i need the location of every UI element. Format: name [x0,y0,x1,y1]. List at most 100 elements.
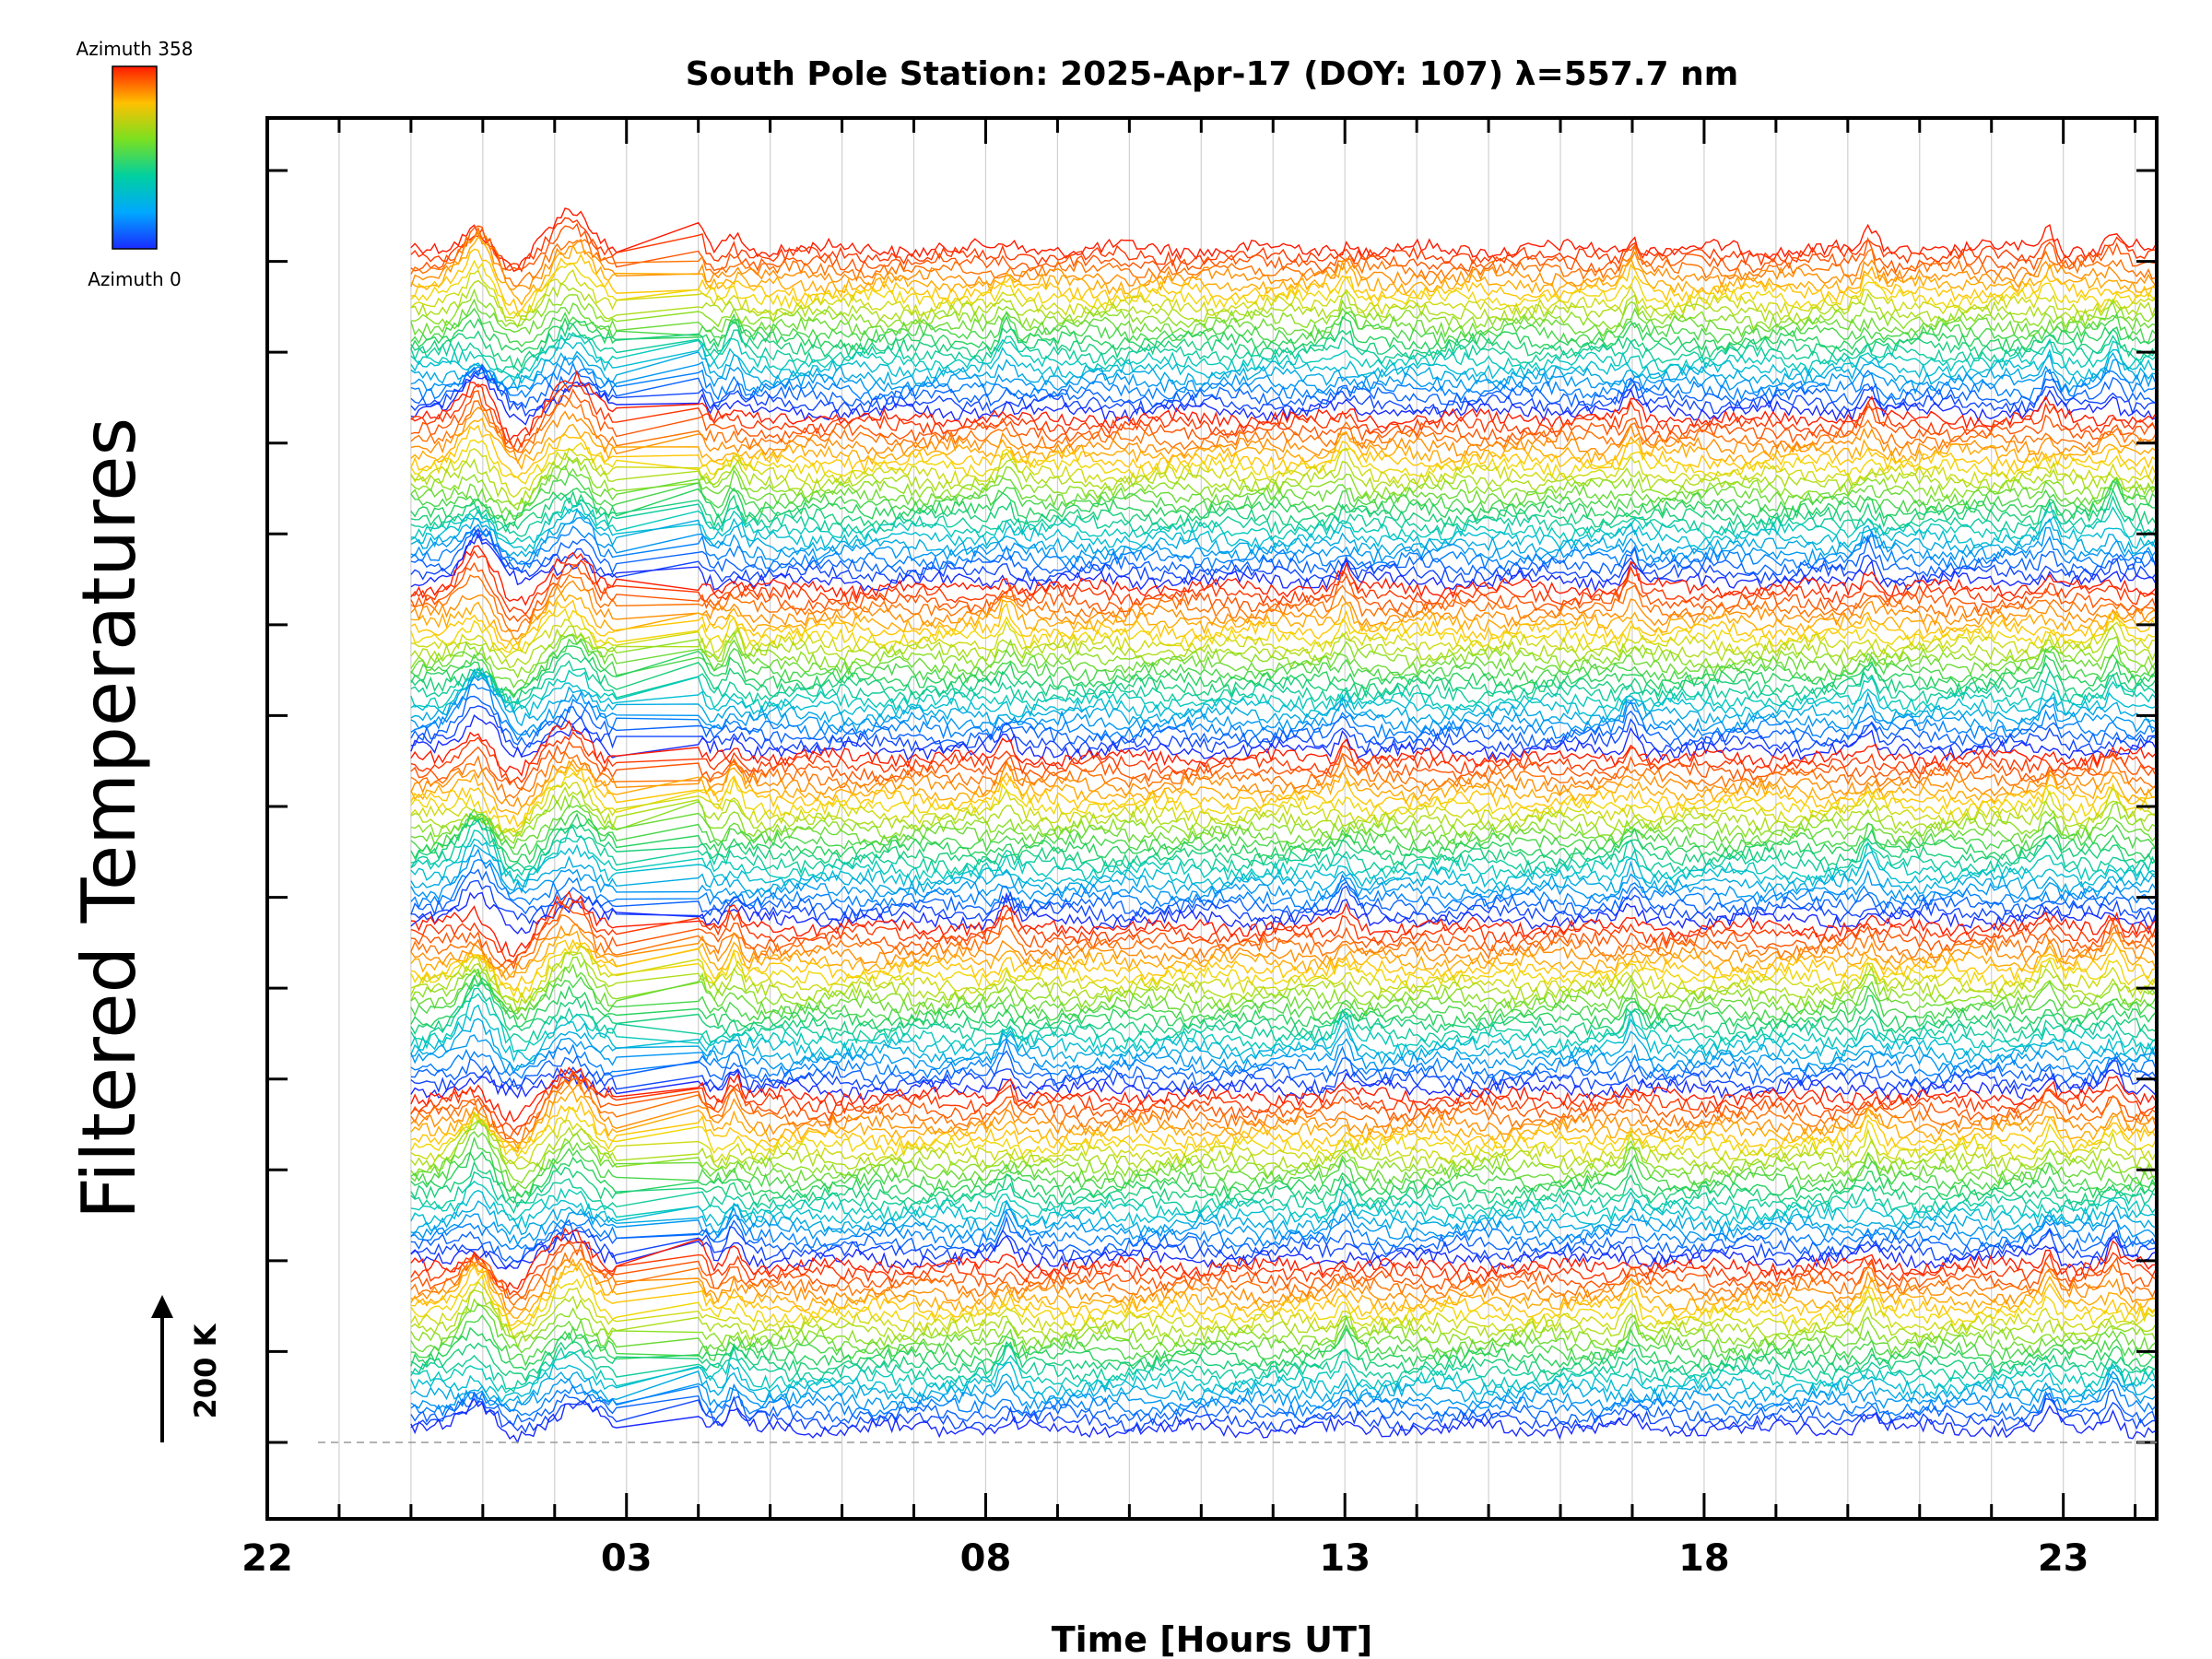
trace-line [410,388,2157,453]
scale-bar-arrowhead [151,1295,173,1318]
scale-bar: 200 K [151,1295,223,1442]
trace-line [410,354,2157,395]
trace-line [410,838,2157,888]
trace-line [410,819,2157,871]
trace-line [410,417,2157,471]
trace-line [410,561,2157,623]
trace-line [410,669,2157,712]
trace-line [410,705,2157,758]
colorbar-top-label: Azimuth 358 [76,38,194,60]
trace-line [410,1216,2157,1264]
trace-line [410,248,2157,313]
x-tick-label: 18 [1678,1537,1730,1580]
trace-line [410,804,2157,850]
trace-line [410,951,2157,1014]
trace-line [410,1119,2157,1171]
trace-line [410,1077,2157,1144]
trace-line [410,676,2157,736]
trace-line [410,1038,2157,1079]
trace-line [410,550,2157,616]
trace-line [410,1298,2157,1349]
scale-bar-label: 200 K [188,1323,223,1418]
trace-line [410,573,2157,632]
trace-line [410,222,2157,275]
trace-line [410,217,2157,273]
trace-line [410,424,2157,478]
trace-line [410,645,2157,699]
trace-line [410,341,2157,384]
trace-line [410,1241,2157,1300]
trace-line [410,1264,2157,1326]
trace-line [410,1274,2157,1332]
trace-line [410,509,2157,558]
trace-line [410,1107,2157,1159]
trace-line [410,447,2157,499]
trace-line [410,592,2157,646]
trace-line [410,868,2157,917]
trace-line [410,259,2157,318]
x-axis-label: Time [Hours UT] [1052,1619,1373,1659]
trace-line [410,1189,2157,1230]
trace-line [410,668,2157,720]
chart-title: South Pole Station: 2025-Apr-17 (DOY: 10… [686,55,1739,93]
trace-line [410,963,2157,1017]
trace-line [410,1210,2157,1251]
trace-line [410,759,2157,816]
trace-line [410,683,2157,742]
x-tick-label: 23 [2038,1537,2089,1580]
trace-line [410,1100,2157,1152]
x-tick-label: 03 [601,1537,653,1580]
trace-line [410,456,2157,512]
trace-line [410,607,2157,654]
trace-line [410,315,2157,354]
trace-line [410,406,2157,465]
trace-line [410,361,2157,402]
x-tick-label: 22 [241,1537,293,1580]
trace-line [410,1280,2157,1340]
trace-line [410,1060,2157,1094]
trace-line [410,1370,2157,1407]
trace-line [410,226,2157,288]
trace-line [410,439,2157,485]
trace-line [410,1249,2157,1307]
trace-line [410,1120,2157,1184]
trace-line [410,1050,2157,1088]
trace-line [410,329,2157,374]
trace-line [410,269,2157,321]
trace-line [410,1344,2157,1393]
trace-line [410,843,2157,897]
trace-line [410,634,2157,689]
trace-line [410,374,2157,426]
trace-line [410,848,2157,903]
y-axis-label: Filtered Temperatures [66,418,152,1219]
trace-line [410,502,2157,545]
trace-line [410,974,2157,1030]
trace-line [410,1379,2157,1419]
trace-line [410,1227,2157,1292]
trace-line [410,525,2157,571]
trace-line [410,451,2157,507]
trace-line [410,298,2157,338]
trace-line [410,750,2157,799]
axis-ticks [265,118,2157,1519]
trace-line [410,956,2157,1014]
trace-line [410,1314,2157,1367]
trace-line [410,890,2157,958]
trace-line [410,1240,2157,1296]
trace-line [410,944,2157,1005]
trace-line [410,366,2157,418]
colorbar-bottom-label: Azimuth 0 [88,268,182,290]
trace-line [410,1135,2157,1198]
trace-line [410,279,2157,329]
trace-line [410,903,2157,971]
trace-line [410,830,2157,885]
trace-line [410,1351,2157,1394]
trace-line [410,638,2157,697]
trace-line [410,1394,2157,1434]
trace-line [410,516,2157,565]
trace-line [410,1371,2157,1412]
trace-line [410,580,2157,640]
trace-line [410,938,2157,992]
trace-line [410,891,2157,935]
